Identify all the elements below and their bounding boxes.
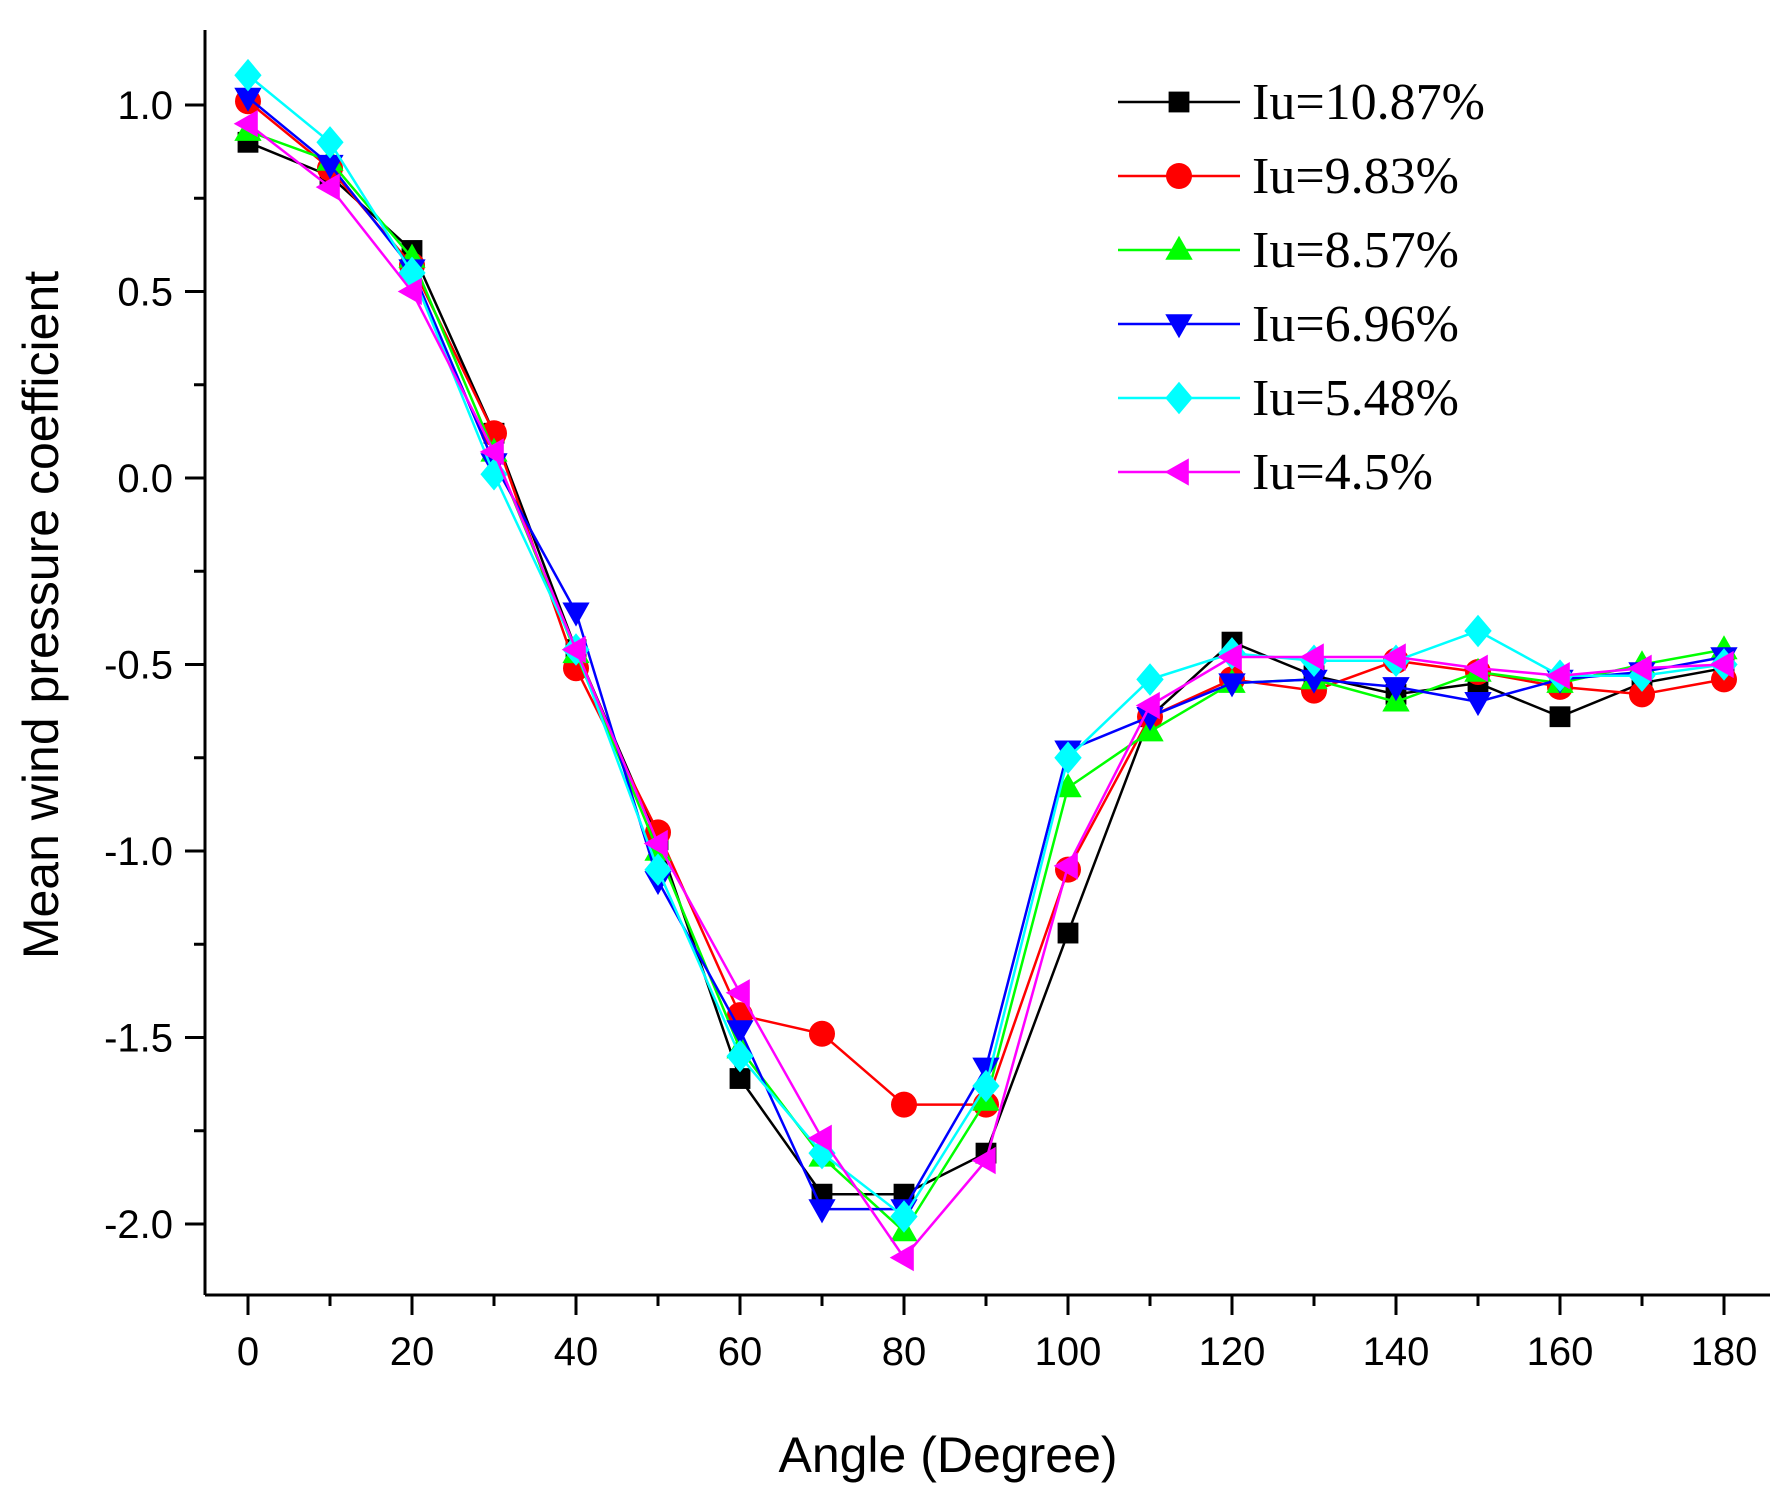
data-point — [316, 126, 344, 159]
data-point — [891, 1091, 917, 1118]
series-layer — [233, 58, 1738, 1272]
x-tick-label: 20 — [390, 1330, 435, 1374]
data-point — [1300, 669, 1328, 694]
legend-marker — [1168, 91, 1190, 113]
data-point — [1549, 706, 1571, 728]
data-point — [1382, 677, 1410, 702]
data-point — [972, 1069, 1000, 1103]
legend: Iu=10.87% Iu=9.83% Iu=8.57% Iu=6.96% Iu=5.48… — [1118, 74, 1485, 501]
y-tick-label: 1.0 — [117, 84, 173, 128]
data-point — [725, 979, 750, 1007]
legend-marker — [1166, 163, 1192, 189]
data-point — [480, 458, 508, 491]
data-point — [1709, 650, 1734, 679]
legend-label: Iu=9.83% — [1252, 148, 1459, 205]
legend-label: Iu=5.48% — [1252, 370, 1459, 427]
legend-marker — [1165, 314, 1193, 339]
y-tick-label: -0.5 — [104, 644, 173, 688]
x-tick-label: 160 — [1527, 1330, 1594, 1374]
data-point — [562, 602, 590, 627]
data-point — [1627, 654, 1652, 682]
data-point — [1054, 773, 1082, 798]
x-tick-label: 100 — [1035, 1330, 1102, 1374]
data-point — [561, 635, 586, 664]
data-point — [808, 1199, 836, 1224]
data-point — [643, 829, 668, 858]
data-point — [971, 1146, 996, 1175]
x-axis-title: Angle (Degree) — [778, 1427, 1117, 1483]
data-point — [1136, 663, 1164, 696]
data-point — [1057, 922, 1079, 944]
legend-item: Iu=9.83% — [1118, 148, 1459, 205]
series-6 — [233, 110, 1734, 1272]
legend-marker — [1164, 458, 1189, 486]
data-point — [729, 1068, 751, 1089]
data-point — [397, 277, 422, 306]
data-point — [889, 1243, 914, 1272]
data-point — [1464, 692, 1492, 717]
legend-label: Iu=6.96% — [1252, 296, 1459, 353]
data-point — [1629, 681, 1655, 708]
y-tick-label: -1.5 — [104, 1017, 173, 1061]
y-tick-label: -1.0 — [104, 830, 173, 874]
x-tick-label: 180 — [1691, 1330, 1758, 1374]
data-point — [234, 58, 262, 92]
legend-label: Iu=10.87% — [1252, 74, 1485, 131]
data-point — [1463, 654, 1488, 682]
data-point — [644, 853, 672, 886]
x-tick-label: 60 — [718, 1330, 763, 1374]
data-point — [234, 87, 262, 112]
data-point — [1464, 614, 1492, 648]
legend-item: Iu=6.96% — [1118, 296, 1459, 353]
legend-item: Iu=5.48% — [1118, 370, 1459, 427]
data-point — [1218, 673, 1246, 698]
legend-item: Iu=4.5% — [1118, 444, 1433, 501]
data-point — [316, 154, 344, 179]
data-point — [315, 173, 340, 201]
y-tick-label: 0.0 — [117, 457, 173, 501]
y-tick-label: -2.0 — [104, 1203, 173, 1247]
x-tick-label: 80 — [882, 1330, 927, 1374]
data-point — [807, 1124, 832, 1152]
y-tick-label: 0.5 — [117, 271, 173, 315]
data-point — [1299, 643, 1324, 671]
axes: 0 20 40 60 80 100 120 140 160 180 1.0 0.5 0.0 -0.5 -1.… — [104, 30, 1770, 1374]
data-point — [1381, 643, 1406, 671]
data-point — [1545, 662, 1570, 690]
x-tick-label: 40 — [554, 1330, 599, 1374]
data-point — [726, 1020, 754, 1045]
data-point — [726, 1039, 754, 1073]
data-point — [1053, 852, 1078, 880]
legend-marker — [1165, 381, 1193, 415]
legend-item: Iu=10.87% — [1118, 74, 1485, 131]
x-tick-label: 140 — [1363, 1330, 1430, 1374]
data-point — [1135, 691, 1160, 720]
y-axis-title: Mean wind pressure coefficient — [13, 271, 69, 959]
x-tick-label: 0 — [237, 1330, 259, 1374]
legend-marker — [1165, 235, 1193, 260]
data-point — [890, 1200, 918, 1233]
data-point — [1054, 741, 1082, 774]
x-tick-label: 120 — [1199, 1330, 1266, 1374]
legend-label: Iu=8.57% — [1252, 222, 1459, 279]
data-point — [1217, 643, 1242, 671]
legend-item: Iu=8.57% — [1118, 222, 1459, 279]
data-point — [479, 438, 504, 466]
data-point — [809, 1020, 835, 1047]
legend-label: Iu=4.5% — [1252, 444, 1433, 501]
data-point — [233, 110, 258, 138]
